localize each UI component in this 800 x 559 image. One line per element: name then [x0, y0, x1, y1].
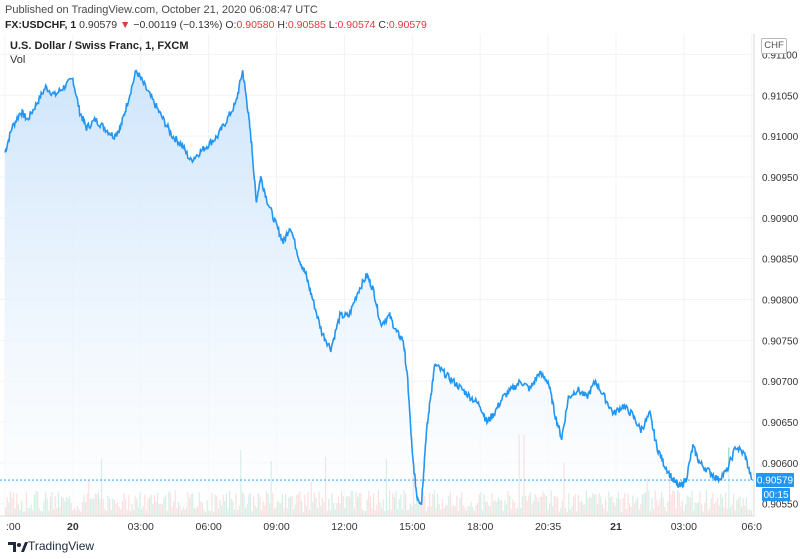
time-tick-label: 18:00	[467, 521, 493, 533]
time-tick-label: 20	[67, 521, 79, 533]
time-axis: :00 20 03:00 06:00 09:00 12:00 15:00 18:00 20:35…	[6, 521, 762, 533]
price-tick-label: 0.91100	[762, 50, 798, 61]
chart-title: U.S. Dollar / Swiss Franc, 1, FXCM	[10, 40, 189, 52]
time-tick-label: 03:00	[128, 521, 154, 533]
last-price-tag-text: 0.90579	[757, 476, 794, 487]
brand-name[interactable]: TradingView	[28, 539, 95, 553]
price-tick-label: 0.90600	[762, 459, 799, 470]
price-tick-label: 0.91050	[762, 91, 799, 102]
price-tick-label: 0.90850	[762, 255, 799, 266]
price-tick-label: 0.90650	[762, 418, 799, 429]
price-tick-label: 0.90800	[762, 296, 799, 307]
high-value: 0.90585	[287, 19, 326, 31]
low-label: L:	[328, 19, 338, 31]
high-label: H:	[277, 19, 288, 31]
price-axis-panel[interactable]	[754, 34, 800, 536]
price-tick-label: 0.90550	[762, 500, 799, 511]
price-tick-label: 0.90950	[762, 173, 799, 184]
price-line	[4, 69, 753, 506]
time-tick-label: 03:00	[671, 521, 697, 533]
price-tick-label: 0.90750	[762, 336, 799, 347]
price-tick-label: 0.90700	[762, 377, 799, 388]
time-tick-label: 09:00	[263, 521, 289, 533]
close-value: 0.90579	[388, 19, 427, 31]
volume-label: Vol	[10, 54, 26, 66]
currency-button[interactable]: CHF	[761, 38, 787, 54]
down-arrow-icon: ▼	[120, 19, 131, 31]
published-caption: Published on TradingView.com, October 21…	[5, 4, 318, 16]
last-price-tag: 0.90579 00:15	[756, 473, 794, 502]
time-tick-label: 12:00	[331, 521, 357, 533]
low-value: 0.90574	[337, 19, 376, 31]
price-tick-label: 0.91000	[762, 132, 799, 143]
price-change: −0.00119 (−0.13%)	[133, 19, 223, 31]
time-tick-label: 06:0	[742, 521, 763, 533]
footer	[0, 536, 800, 559]
countdown-text: 00:15	[763, 490, 788, 501]
tradingview-logo-icon[interactable]	[6, 540, 28, 554]
symbol-label: FX:USDCHF, 1	[5, 19, 77, 31]
close-label: C:	[378, 19, 389, 31]
price-chart[interactable]: 0.91100 0.91050 0.91000 0.90950 0.90900 0.908…	[0, 34, 800, 536]
time-tick-label: 15:00	[399, 521, 425, 533]
header-bar: Published on TradingView.com, October 21…	[0, 0, 800, 34]
open-label: O:	[225, 19, 237, 31]
open-value: 0.90580	[236, 19, 275, 31]
price-tick-label: 0.90900	[762, 214, 799, 225]
time-tick-label: :00	[6, 521, 21, 533]
quote-line: FX:USDCHF, 1 0.90579 ▼ −0.00119 (−0.13%)…	[5, 19, 427, 31]
time-tick-label: 20:35	[535, 521, 561, 533]
time-tick-label: 06:00	[196, 521, 222, 533]
price-axis: 0.91100 0.91050 0.91000 0.90950 0.90900 0.908…	[762, 50, 799, 510]
time-tick-label: 21	[610, 521, 622, 533]
price-area	[5, 70, 752, 517]
last-price: 0.90579	[79, 19, 118, 31]
